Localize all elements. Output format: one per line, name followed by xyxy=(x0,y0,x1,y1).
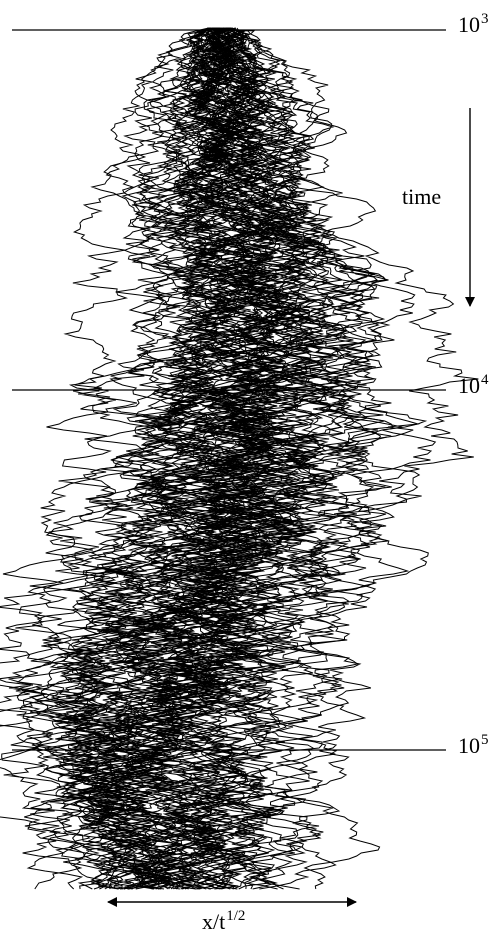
random-walk-path xyxy=(173,27,373,890)
random-walk-path xyxy=(80,27,268,890)
random-walk-path xyxy=(147,27,306,890)
random-walk-path xyxy=(24,27,268,890)
time-marker-1e5: 105 xyxy=(458,732,489,758)
random-walk-path xyxy=(103,27,387,890)
random-walk-path xyxy=(198,27,392,890)
random-walk-path xyxy=(48,27,321,890)
random-walk-path xyxy=(61,27,334,890)
time-marker-1e4: 104 xyxy=(458,372,489,398)
random-walk-path xyxy=(0,27,280,890)
x-axis-label: x/t1/2 xyxy=(202,908,246,934)
random-walk-path xyxy=(123,27,345,890)
random-walk-path xyxy=(115,27,341,890)
random-walk-path xyxy=(47,27,324,890)
time-label: time xyxy=(402,184,442,209)
random-walk-path xyxy=(123,27,366,890)
random-walk-trajectories xyxy=(0,27,479,890)
random-walk-path xyxy=(52,27,252,890)
random-walk-path xyxy=(71,27,348,890)
random-walk-path xyxy=(49,27,341,890)
random-walk-path xyxy=(181,27,437,890)
random-walk-path xyxy=(121,27,317,890)
random-walk-path xyxy=(147,27,370,890)
random-walk-path xyxy=(0,27,331,890)
time-marker-1e3: 103 xyxy=(458,11,489,37)
